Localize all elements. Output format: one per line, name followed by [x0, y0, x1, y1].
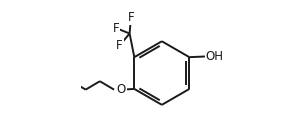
Text: F: F	[113, 22, 119, 35]
Text: F: F	[128, 11, 134, 24]
Text: O: O	[117, 83, 126, 96]
Text: F: F	[116, 39, 123, 52]
Text: OH: OH	[206, 50, 224, 63]
